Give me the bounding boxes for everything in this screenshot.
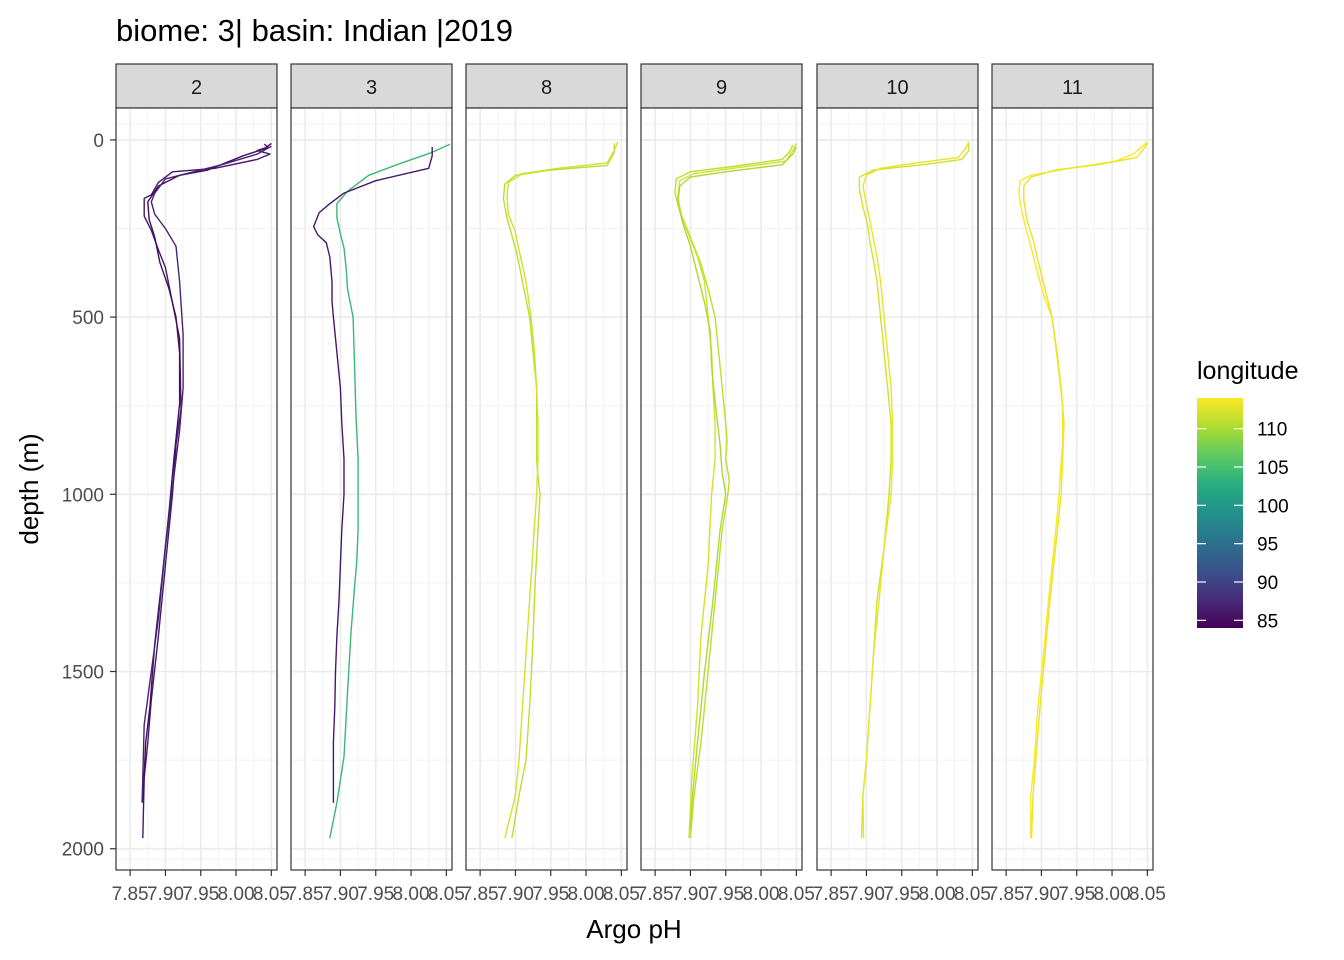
legend-tick-label: 85 — [1257, 611, 1278, 632]
facet-strip-label: 2 — [191, 77, 202, 99]
y-tick-label: 1500 — [62, 663, 104, 684]
profile-line — [312, 147, 433, 803]
profile-line — [677, 143, 798, 839]
legend-ticks: 85 90 95 100 105 110 — [1197, 420, 1289, 632]
legend-tick-label: 105 — [1257, 458, 1289, 479]
facet-panel-9: 9 7.857.907.958.008.05 — [637, 63, 815, 905]
x-tick-label: 7.90 — [322, 884, 359, 905]
chart-title: biome: 3| basin: Indian |2019 — [116, 13, 513, 48]
x-tick-label: 7.85 — [988, 884, 1025, 905]
x-tick-label: 8.00 — [568, 884, 605, 905]
panel-background — [992, 108, 1153, 870]
x-tick-label: 7.85 — [112, 884, 149, 905]
facet-strip — [465, 63, 628, 109]
x-tick-label: 7.85 — [287, 884, 324, 905]
facet-strip — [290, 63, 453, 109]
y-axis-title: depth (m) — [14, 433, 44, 544]
facet-strip-label: 11 — [1062, 77, 1083, 99]
x-tick-label: 7.85 — [462, 884, 499, 905]
panel-background — [466, 108, 627, 870]
legend-title: longitude — [1197, 357, 1298, 385]
panel-border — [816, 107, 979, 871]
panel-background — [817, 108, 978, 870]
x-axis-title: Argo pH — [586, 914, 681, 944]
profile-line — [329, 143, 451, 839]
x-tick-label: 7.95 — [883, 884, 920, 905]
profile-line — [142, 143, 271, 839]
profile-line — [677, 146, 798, 832]
x-tick-label: 7.85 — [637, 884, 674, 905]
facet-strip-label: 8 — [541, 77, 552, 99]
x-tick-label: 7.90 — [147, 884, 184, 905]
profile-line — [141, 145, 272, 803]
x-tick-label: 7.95 — [357, 884, 394, 905]
x-tick-label: 8.00 — [218, 884, 255, 905]
panel-border — [290, 107, 453, 871]
x-tick-label: 8.05 — [603, 884, 640, 905]
panel-border — [115, 107, 278, 871]
x-tick-label: 8.05 — [253, 884, 290, 905]
x-tick-label: 8.00 — [919, 884, 956, 905]
x-tick-label: 8.00 — [393, 884, 430, 905]
x-tick-label: 7.85 — [813, 884, 850, 905]
facet-panel-11: 11 7.857.907.958.008.05 — [988, 63, 1166, 905]
y-tick-label: 500 — [72, 308, 104, 329]
legend-colorbar — [1197, 398, 1243, 628]
x-tick-label: 8.00 — [743, 884, 780, 905]
y-axis: 0 500 1000 1500 2000 — [62, 131, 116, 861]
legend-tick-label: 95 — [1257, 535, 1278, 556]
profile-line — [504, 141, 619, 839]
profile-line — [502, 143, 615, 839]
profile-line — [674, 144, 794, 839]
profile-line — [142, 142, 272, 803]
profile-line — [862, 141, 970, 839]
facet-panels: 27.857.907.958.008.0537.857.907.958.008.… — [112, 63, 1166, 905]
facet-strip — [816, 63, 979, 109]
x-tick-label: 7.95 — [532, 884, 569, 905]
profile-line — [1023, 143, 1148, 839]
panel-border — [991, 107, 1154, 871]
x-tick-label: 7.90 — [848, 884, 885, 905]
x-tick-label: 7.95 — [1058, 884, 1095, 905]
x-tick-label: 8.05 — [1129, 884, 1166, 905]
facet-strip — [640, 63, 803, 109]
color-legend: longitude 85 90 95 100 105 110 — [1197, 357, 1298, 632]
y-tick-label: 2000 — [62, 840, 104, 861]
legend-tick-label: 110 — [1257, 420, 1287, 441]
panel-border — [465, 107, 628, 871]
x-tick-label: 8.05 — [954, 884, 991, 905]
x-tick-label: 8.05 — [778, 884, 815, 905]
panel-background — [641, 108, 802, 870]
panel-background — [116, 108, 277, 870]
facet-panel-3: 3 7.857.907.958.008.05 — [287, 63, 465, 905]
x-tick-label: 7.90 — [672, 884, 709, 905]
facet-strip-label: 10 — [886, 77, 908, 99]
legend-tick-label: 90 — [1257, 573, 1278, 594]
facet-strip-label: 9 — [716, 77, 727, 99]
x-tick-label: 7.95 — [182, 884, 219, 905]
x-tick-label: 7.90 — [1023, 884, 1060, 905]
facet-strip — [115, 63, 278, 109]
x-tick-label: 8.05 — [428, 884, 465, 905]
y-tick-label: 0 — [93, 131, 104, 152]
facet-panel-8: 8 7.857.907.958.008.05 — [462, 63, 640, 905]
panel-border — [640, 107, 803, 871]
y-tick-label: 1000 — [62, 485, 104, 506]
facet-strip-label: 3 — [366, 77, 377, 99]
facet-panel-2: 2 7.857.907.958.008.05 — [112, 63, 290, 905]
x-tick-label: 8.00 — [1094, 884, 1131, 905]
legend-tick-label: 100 — [1257, 496, 1289, 517]
facet-panel-10: 10 7.857.907.958.008.05 — [813, 63, 991, 905]
x-tick-label: 7.95 — [707, 884, 744, 905]
x-tick-label: 7.90 — [497, 884, 534, 905]
